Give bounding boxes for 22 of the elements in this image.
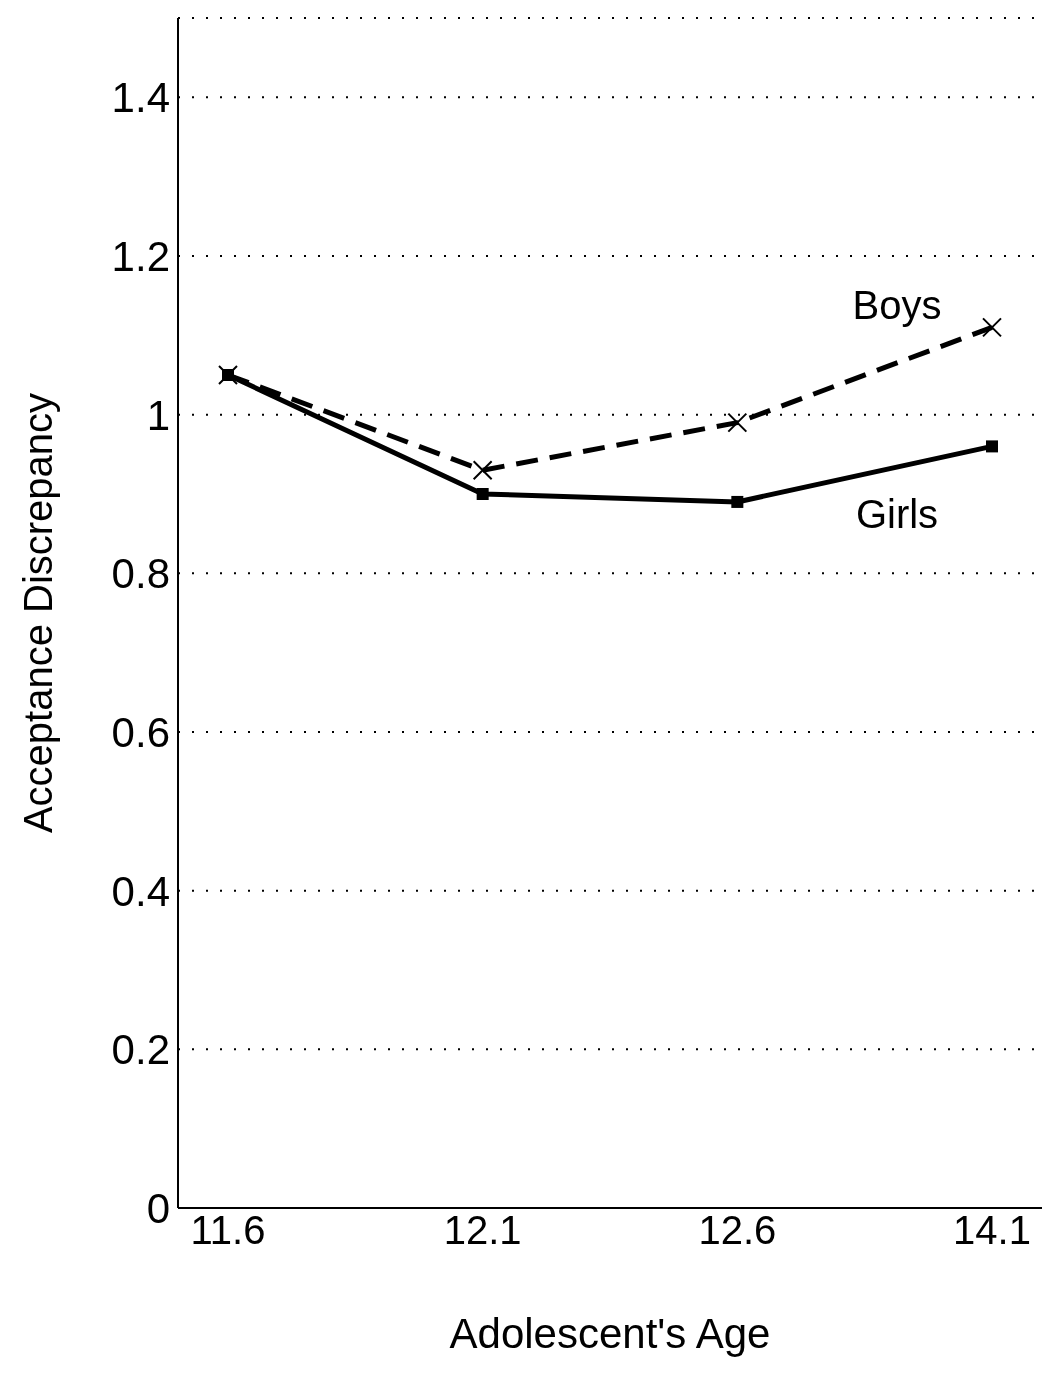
series-label: Boys — [852, 283, 942, 328]
x-tick-label: 12.6 — [698, 1208, 777, 1253]
y-tick-label: 0.8 — [111, 550, 170, 598]
point — [476, 488, 489, 500]
series-label: Girls — [855, 492, 939, 537]
x-tick-label: 14.1 — [953, 1208, 1031, 1253]
y-tick-label: 1.4 — [111, 74, 170, 122]
y-tick-label: 1.2 — [111, 232, 170, 280]
x-axis-title: Adolescent's Age — [449, 1310, 771, 1357]
y-tick-label: 0.6 — [111, 708, 170, 756]
y-axis-title: Acceptance Discrepancy — [16, 392, 61, 834]
point — [982, 317, 1002, 338]
point — [727, 412, 748, 433]
y-tick-label: 1 — [146, 391, 170, 439]
x-tick-label: 11.6 — [190, 1208, 266, 1253]
point — [986, 440, 998, 453]
y-tick-label: 0.4 — [111, 867, 170, 915]
y-tick-label: 0 — [146, 1184, 170, 1232]
x-tick-label: 12.1 — [443, 1208, 522, 1253]
point — [472, 460, 493, 481]
point — [731, 495, 744, 508]
y-tick-label: 0.2 — [111, 1026, 170, 1074]
